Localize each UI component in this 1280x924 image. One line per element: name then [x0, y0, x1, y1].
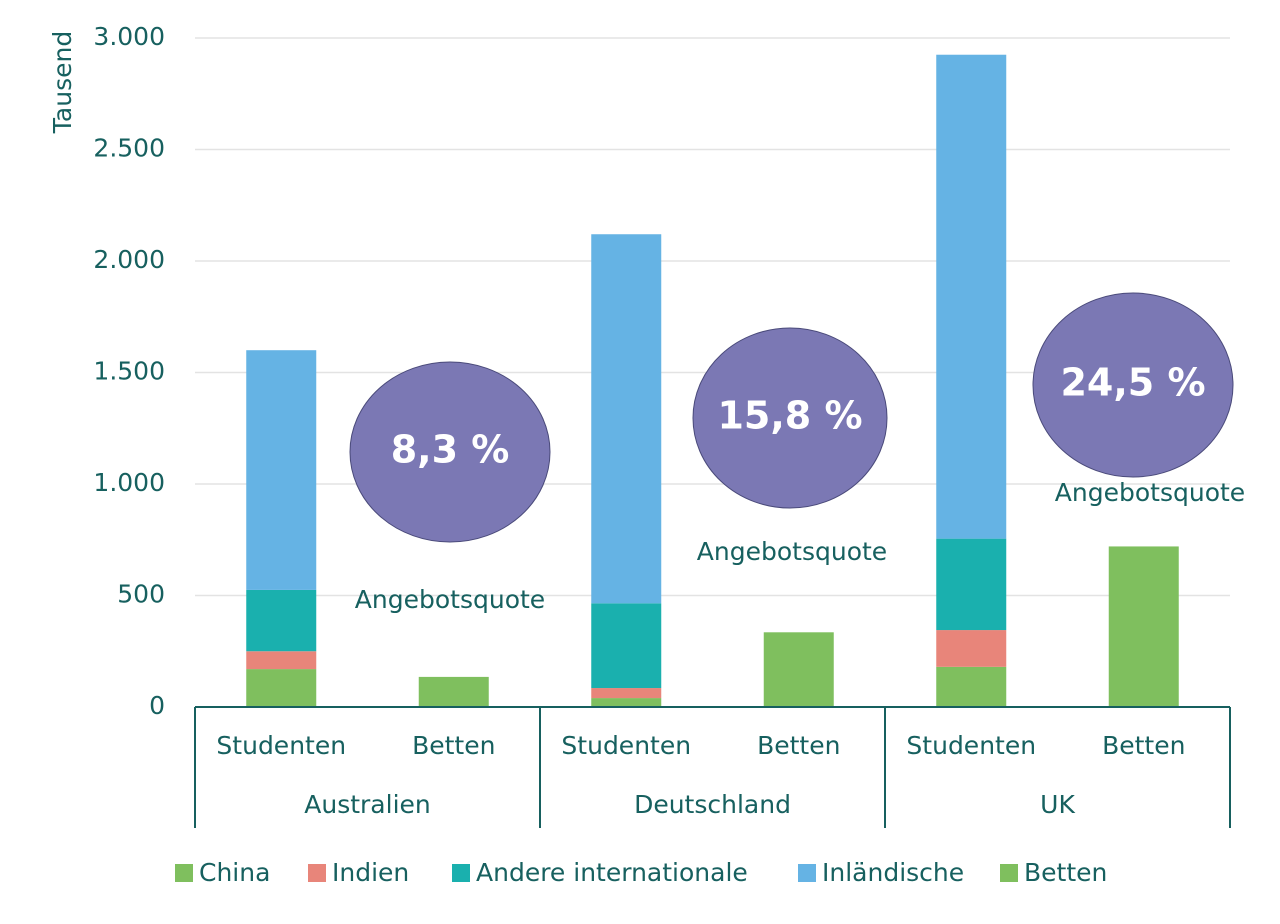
- rate-value: 15,8 %: [717, 394, 862, 438]
- legend-label: Indien: [332, 858, 409, 887]
- x-tick-label: Studenten: [216, 731, 346, 760]
- bar-segment: [591, 688, 662, 699]
- rate-caption: Angebotsquote: [1055, 478, 1245, 507]
- legend-label: Betten: [1024, 858, 1107, 887]
- bar-segment: [246, 669, 317, 707]
- y-tick-label: 3.000: [93, 22, 165, 51]
- bar-segment: [936, 666, 1007, 707]
- y-tick-label: 0: [149, 691, 165, 720]
- bar-segment: [763, 632, 834, 707]
- legend-swatch: [308, 864, 326, 882]
- rate-value: 24,5 %: [1060, 361, 1205, 405]
- y-tick-label: 1.500: [93, 357, 165, 386]
- bar-segment: [936, 538, 1007, 631]
- rate-caption: Angebotsquote: [355, 585, 545, 614]
- bar-segment: [936, 630, 1007, 667]
- group-label: Australien: [304, 790, 431, 819]
- rate-bubble: [692, 327, 888, 509]
- rate-bubble: [349, 361, 551, 543]
- rate-caption: Angebotsquote: [697, 537, 887, 566]
- x-tick-label: Betten: [1102, 731, 1185, 760]
- group-label: Deutschland: [634, 790, 791, 819]
- x-tick-label: Studenten: [561, 731, 691, 760]
- legend-swatch: [175, 864, 193, 882]
- y-tick-label: 2.500: [93, 134, 165, 163]
- rate-bubble: [1032, 292, 1234, 478]
- x-tick-label: Betten: [757, 731, 840, 760]
- bar-segment: [591, 603, 662, 689]
- y-axis-label: Tausend: [48, 31, 77, 134]
- y-tick-label: 2.000: [93, 245, 165, 274]
- x-tick-label: Studenten: [906, 731, 1036, 760]
- bar-segment: [246, 589, 317, 652]
- bar-segment: [591, 698, 662, 707]
- legend-label: China: [199, 858, 270, 887]
- bar-segment: [1108, 546, 1179, 707]
- bar-segment: [418, 676, 489, 707]
- group-label: UK: [1040, 790, 1075, 819]
- y-tick-label: 1.000: [93, 468, 165, 497]
- bar-segment: [246, 651, 317, 670]
- y-tick-label: 500: [117, 580, 165, 609]
- bar-segment: [591, 234, 662, 604]
- bar-segment: [936, 54, 1007, 539]
- legend-swatch: [798, 864, 816, 882]
- bar-segment: [246, 350, 317, 590]
- legend-swatch: [1000, 864, 1018, 882]
- legend-swatch: [452, 864, 470, 882]
- legend-label: Inländische: [822, 858, 964, 887]
- legend-label: Andere internationale: [476, 858, 748, 887]
- x-tick-label: Betten: [412, 731, 495, 760]
- rate-value: 8,3 %: [391, 428, 510, 472]
